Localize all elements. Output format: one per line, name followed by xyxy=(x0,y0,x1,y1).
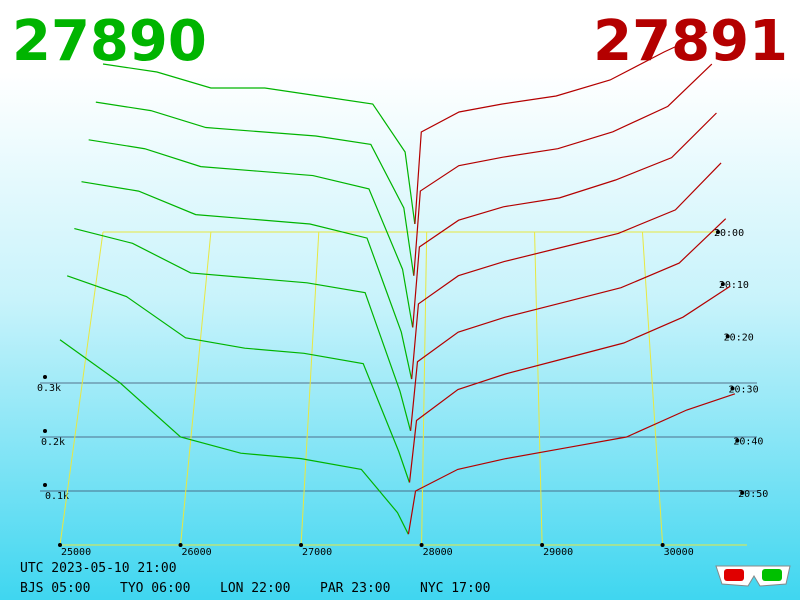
price-tick-label: 29000 xyxy=(543,547,573,558)
ask-depth-line xyxy=(410,218,727,431)
price-grid-line xyxy=(421,231,428,546)
city-time: NYC 17:00 xyxy=(420,581,490,596)
price-grid-line xyxy=(59,231,104,546)
city-time: LON 22:00 xyxy=(220,581,290,596)
depth-tick-label: 0.3k xyxy=(37,383,61,394)
price-grid-line xyxy=(641,231,664,546)
city-time: TYO 06:00 xyxy=(120,581,190,596)
time-tick xyxy=(740,490,745,495)
price-grid-line xyxy=(180,231,212,546)
time-tick xyxy=(720,282,725,287)
price-tick-label: 27000 xyxy=(302,547,332,558)
bid-depth-line xyxy=(59,339,409,535)
bid-depth-line xyxy=(74,227,412,431)
time-tick-label: 20:50 xyxy=(738,489,768,500)
bid-depth-line xyxy=(102,63,416,225)
time-tick-label: 20:10 xyxy=(719,280,749,291)
bid-depth-line xyxy=(95,101,415,276)
price-tick-label: 25000 xyxy=(61,547,91,558)
time-tick xyxy=(735,438,740,443)
ask-depth-line xyxy=(407,393,736,535)
depth-tick xyxy=(43,483,47,487)
ask-depth-line xyxy=(413,63,713,276)
time-tick-label: 20:20 xyxy=(724,332,754,343)
utc-time: UTC 2023-05-10 21:00 xyxy=(20,561,177,576)
time-tick-label: 20:40 xyxy=(733,437,763,448)
time-tick-label: 20:00 xyxy=(714,228,744,239)
time-tick-label: 20:30 xyxy=(729,385,759,396)
depth-tick xyxy=(43,375,47,379)
depth-tick xyxy=(43,429,47,433)
time-tick xyxy=(730,386,735,391)
plot: 0.1k 0.2k 0.3k 25000 26000 27000 28000 29000 300… xyxy=(37,31,768,558)
bid-depth-line xyxy=(81,181,413,380)
price-grid-line xyxy=(534,231,543,546)
depth-tick-label: 0.1k xyxy=(45,491,69,502)
price-tick xyxy=(419,543,424,547)
time-tick xyxy=(725,334,730,339)
time-tick xyxy=(716,230,720,234)
ask-depth-line xyxy=(411,162,722,380)
price-tick-label: 26000 xyxy=(182,547,212,558)
bid-depth-line xyxy=(66,275,410,483)
bid-depth-line xyxy=(88,139,414,328)
ask-depth-line xyxy=(412,112,717,328)
price-tick xyxy=(299,543,304,547)
price-tick xyxy=(58,543,62,547)
city-time: PAR 23:00 xyxy=(320,581,390,596)
glasses-icon xyxy=(715,565,791,587)
ask-depth-line xyxy=(408,285,731,483)
price-tick xyxy=(178,543,183,547)
price-tick xyxy=(540,543,545,547)
depth-tick-label: 0.2k xyxy=(41,437,65,448)
ask-depth-line xyxy=(414,31,708,225)
price-tick-label: 30000 xyxy=(664,547,694,558)
best-bid: 27890 xyxy=(12,9,207,74)
price-tick xyxy=(660,543,665,547)
price-tick-label: 28000 xyxy=(423,547,453,558)
best-ask: 27891 xyxy=(593,9,788,74)
city-time: BJS 05:00 xyxy=(20,581,90,596)
